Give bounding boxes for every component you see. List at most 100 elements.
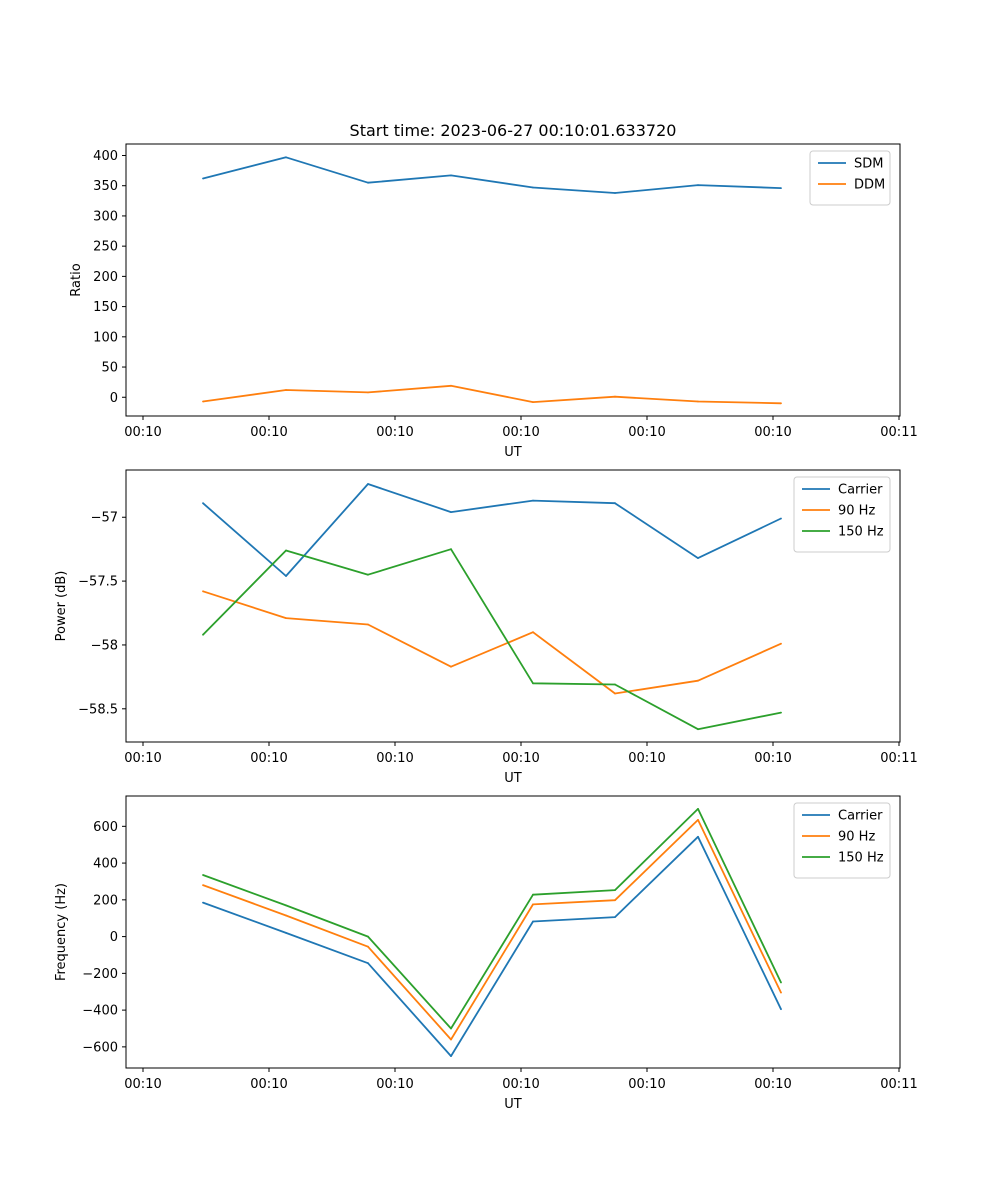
y-axis-label: Ratio [69, 263, 84, 296]
x-tick-label: 00:10 [502, 1077, 539, 1092]
legend [793, 476, 891, 553]
data-point [367, 962, 369, 965]
data-point [780, 991, 782, 994]
data-point [202, 400, 204, 403]
y-tick-label: −400 [82, 1004, 118, 1019]
x-tick-label: 00:10 [754, 1077, 791, 1092]
chart-panel-3: −600 −400 −200 0 200 400 600 00:10 00:10 00:10 00:… [54, 795, 918, 1112]
x-tick-label: 00:11 [880, 1077, 917, 1092]
y-axis-label: Frequency (Hz) [54, 883, 69, 981]
data-point [285, 575, 287, 577]
x-tick-label: 00:10 [376, 425, 413, 440]
legend-label: DDM [854, 178, 885, 193]
chart-panels: 0 50 100 150 200 250 300 350 400 00:10 00:10 00:10 0… [54, 143, 918, 1112]
data-point [285, 156, 287, 159]
data-point [532, 903, 534, 906]
x-tick-label: 00:11 [880, 425, 917, 440]
x-tick-label: 00:10 [502, 425, 539, 440]
legend-label: 90 Hz [838, 504, 875, 519]
series-line-carrier [202, 483, 782, 577]
data-point [202, 901, 204, 904]
y-tick-label: 250 [93, 240, 118, 255]
x-tick-label: 00:10 [754, 751, 791, 766]
y-tick-label: −57 [91, 511, 118, 526]
y-tick-label: 100 [93, 330, 118, 345]
y-tick-label: 0 [110, 391, 118, 406]
series-line-carrier [202, 835, 782, 1057]
series-line-ddm [202, 384, 782, 405]
plot-frame [125, 143, 901, 417]
data-point [697, 679, 699, 682]
data-point [285, 904, 287, 907]
y-axis-label: Power (dB) [54, 571, 69, 642]
y-tick-label: 400 [93, 857, 118, 872]
data-point [697, 728, 699, 731]
data-point [285, 549, 287, 552]
plot-frame [125, 795, 901, 1069]
chart-panel-2: −57 −57.5 −58 −58.5 00:10 00:10 00:10 00:10 00:1… [54, 469, 918, 786]
data-point [450, 1055, 452, 1057]
data-point [202, 590, 204, 593]
data-point [780, 187, 782, 190]
legend-label: Carrier [838, 809, 883, 824]
series-line-90-hz [202, 819, 782, 1041]
data-point [780, 402, 782, 405]
x-axis-label: UT [504, 1097, 522, 1112]
data-point [614, 395, 616, 398]
data-point [697, 400, 699, 403]
y-tick-label: 350 [93, 179, 118, 194]
x-tick-label: 00:10 [628, 1077, 665, 1092]
data-point [614, 916, 616, 918]
x-tick-label: 00:10 [502, 751, 539, 766]
plot-frame [125, 469, 901, 743]
data-point [614, 889, 616, 891]
data-point [697, 808, 699, 810]
data-point [450, 1038, 452, 1041]
series-line-150-hz [202, 808, 782, 1030]
data-point [614, 899, 616, 902]
data-point [697, 557, 699, 559]
data-point [780, 981, 782, 984]
data-point [780, 1008, 782, 1011]
legend-label: Carrier [838, 483, 883, 498]
x-tick-label: 00:10 [628, 425, 665, 440]
y-tick-label: −58 [91, 638, 118, 653]
data-point [450, 511, 452, 513]
y-tick-label: −600 [82, 1040, 118, 1055]
y-tick-label: 200 [93, 270, 118, 285]
series-line-90-hz [202, 590, 782, 695]
data-point [532, 186, 534, 189]
x-tick-label: 00:10 [124, 425, 161, 440]
y-tick-label: 300 [93, 209, 118, 224]
data-point [450, 174, 452, 177]
data-point [780, 517, 782, 520]
x-axis-label: UT [504, 445, 522, 460]
y-tick-label: 200 [93, 893, 118, 908]
series-line-150-hz [202, 548, 782, 731]
data-point [285, 914, 287, 917]
y-tick-label: 150 [93, 300, 118, 315]
y-tick-label: −200 [82, 967, 118, 982]
y-tick-label: −57.5 [78, 575, 118, 590]
data-point [367, 945, 369, 948]
legend-label: 90 Hz [838, 830, 875, 845]
data-point [532, 499, 534, 502]
x-tick-label: 00:10 [250, 1077, 287, 1092]
x-tick-label: 00:10 [124, 751, 161, 766]
series-line-sdm [202, 156, 782, 194]
data-point [450, 1027, 452, 1030]
y-tick-label: 0 [110, 930, 118, 945]
y-tick-label: 400 [93, 149, 118, 164]
data-point [614, 692, 616, 695]
x-tick-label: 00:10 [628, 751, 665, 766]
data-point [202, 633, 204, 636]
x-tick-label: 00:10 [250, 425, 287, 440]
data-point [450, 384, 452, 387]
legend [809, 150, 891, 206]
data-point [614, 192, 616, 194]
x-tick-label: 00:10 [376, 1077, 413, 1092]
data-point [532, 631, 534, 634]
data-point [285, 389, 287, 391]
x-tick-label: 00:10 [250, 751, 287, 766]
data-point [367, 935, 369, 938]
